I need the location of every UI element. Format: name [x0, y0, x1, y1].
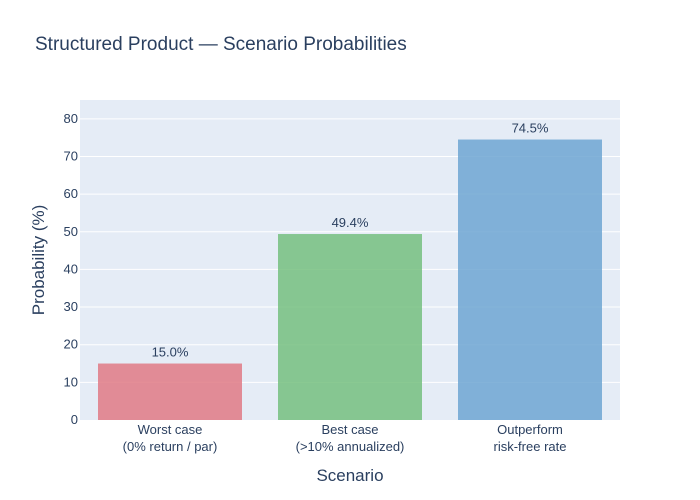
bar-1 [98, 363, 242, 420]
y-tick-label: 30 [64, 299, 78, 314]
x-axis-title: Scenario [316, 466, 383, 485]
x-tick-label: risk-free rate [494, 439, 567, 454]
plot-area: 0 10 20 30 40 50 60 70 80 15.0% Worst case (0% retu… [64, 100, 620, 454]
bar-3 [458, 139, 602, 420]
x-tick-label: Best case [321, 422, 378, 437]
y-axis-title: Probability (%) [29, 205, 48, 316]
y-tick-label: 0 [71, 412, 78, 427]
y-tick-label: 50 [64, 224, 78, 239]
y-tick-label: 10 [64, 374, 78, 389]
y-tick-label: 80 [64, 111, 78, 126]
bar-data-label: 49.4% [332, 215, 369, 230]
bar-data-label: 15.0% [152, 345, 189, 360]
x-tick-label: (0% return / par) [123, 439, 218, 454]
y-tick-label: 20 [64, 337, 78, 352]
y-tick-label: 60 [64, 186, 78, 201]
y-tick-label: 70 [64, 148, 78, 163]
x-tick-label: Worst case [138, 422, 203, 437]
bar-2 [278, 234, 422, 420]
y-tick-label: 40 [64, 261, 78, 276]
x-tick-label: (>10% annualized) [296, 439, 405, 454]
x-tick-label: Outperform [497, 422, 563, 437]
chart-title: Structured Product — Scenario Probabilit… [35, 34, 407, 55]
bar-data-label: 74.5% [512, 121, 549, 136]
